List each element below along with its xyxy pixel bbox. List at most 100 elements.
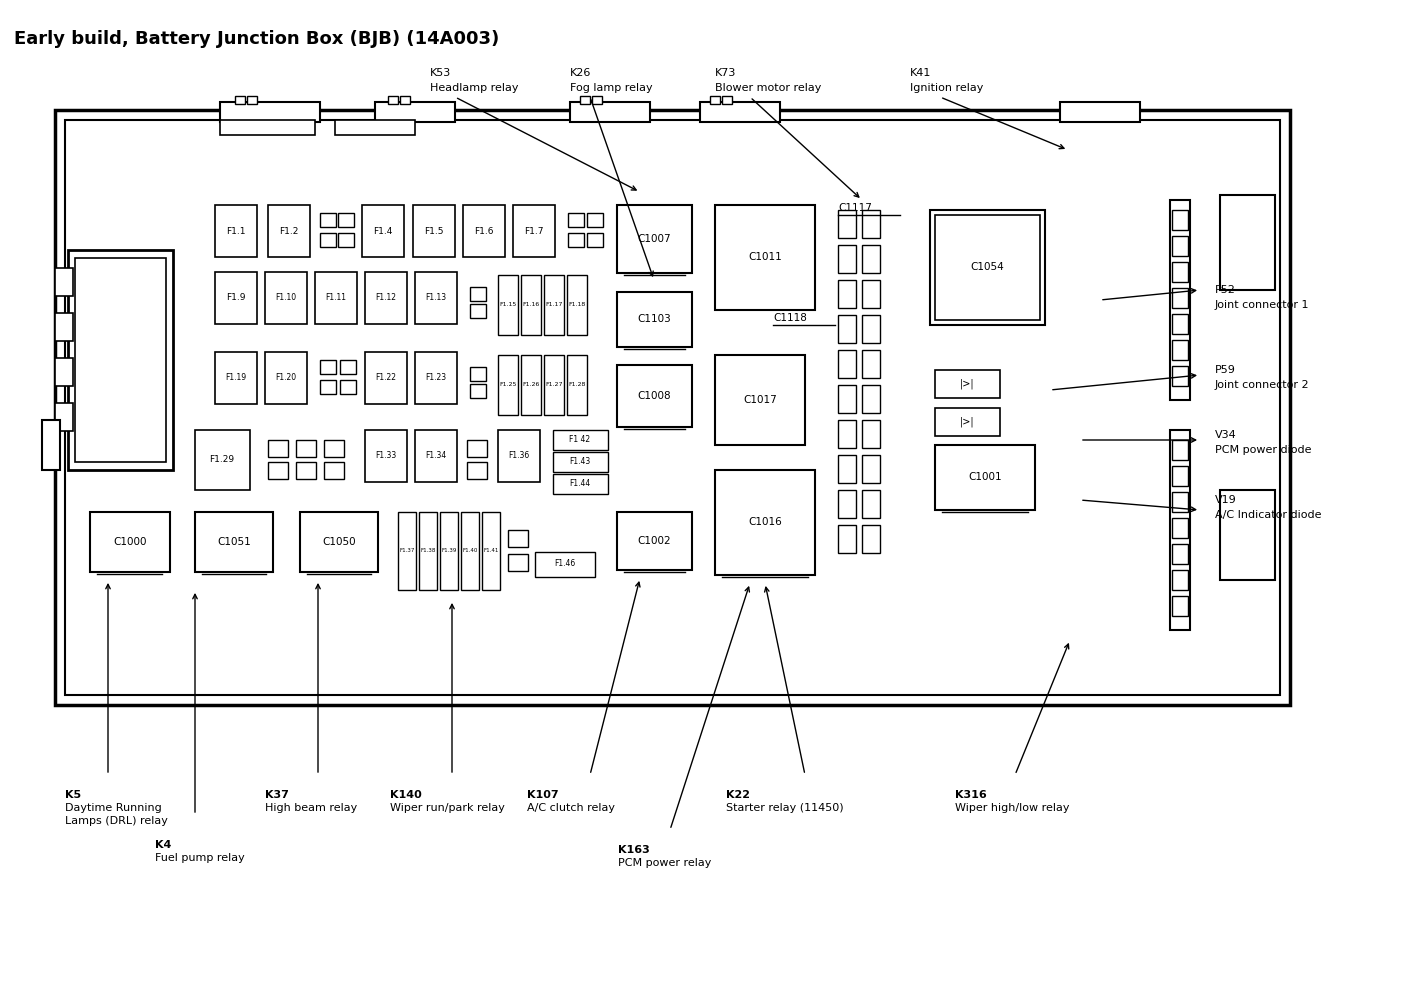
Bar <box>1171 466 1188 486</box>
Bar <box>838 420 856 448</box>
Text: F1.33: F1.33 <box>376 451 397 460</box>
Bar <box>935 445 1035 510</box>
Text: F1.41: F1.41 <box>483 549 498 554</box>
Bar <box>862 420 880 448</box>
Text: F1.25: F1.25 <box>500 383 517 388</box>
Text: Starter relay (11450): Starter relay (11450) <box>727 803 843 813</box>
Bar <box>470 367 486 381</box>
Bar <box>1171 262 1188 282</box>
Bar <box>838 525 856 553</box>
Text: C1117: C1117 <box>838 203 872 213</box>
Bar <box>68 250 173 470</box>
Text: K53: K53 <box>429 68 451 78</box>
Text: |>|: |>| <box>960 417 974 428</box>
Bar <box>1171 518 1188 538</box>
Text: C1007: C1007 <box>638 234 670 244</box>
Bar <box>1219 195 1276 290</box>
Bar <box>42 420 61 470</box>
Bar <box>215 352 258 404</box>
Bar <box>1171 236 1188 256</box>
Bar <box>935 408 1000 436</box>
Bar <box>320 233 337 247</box>
Bar <box>617 365 691 427</box>
Bar <box>320 380 337 394</box>
Bar <box>389 96 398 104</box>
Text: V19: V19 <box>1215 495 1236 505</box>
Bar <box>324 440 344 457</box>
Bar <box>567 355 587 415</box>
Bar <box>715 355 805 445</box>
Bar <box>553 430 608 450</box>
Bar <box>508 530 528 547</box>
Text: K41: K41 <box>910 68 931 78</box>
Bar <box>482 512 500 590</box>
Text: F1.40: F1.40 <box>462 549 477 554</box>
Bar <box>215 272 258 324</box>
Text: F1.15: F1.15 <box>500 303 517 308</box>
Text: F1.18: F1.18 <box>569 303 586 308</box>
Bar <box>591 96 603 104</box>
Text: F1.36: F1.36 <box>508 451 529 460</box>
Text: P52: P52 <box>1215 285 1236 295</box>
Bar <box>296 440 315 457</box>
Bar <box>220 102 320 122</box>
Text: F1.13: F1.13 <box>425 294 446 303</box>
Bar <box>838 385 856 413</box>
Bar <box>838 245 856 273</box>
Text: C1011: C1011 <box>748 252 781 262</box>
Text: Headlamp relay: Headlamp relay <box>429 83 518 93</box>
Bar <box>467 462 487 479</box>
Bar <box>339 360 356 374</box>
Text: Lamps (DRL) relay: Lamps (DRL) relay <box>65 816 168 826</box>
Bar <box>1219 490 1276 580</box>
Bar <box>75 258 166 462</box>
Text: F1.6: F1.6 <box>474 226 494 235</box>
Bar <box>862 385 880 413</box>
Text: K316: K316 <box>955 790 987 800</box>
Bar <box>1171 596 1188 616</box>
Bar <box>715 470 815 575</box>
Bar <box>838 210 856 238</box>
Text: F1.22: F1.22 <box>376 374 397 383</box>
Text: F1.9: F1.9 <box>227 294 246 303</box>
Text: F1.2: F1.2 <box>279 226 298 235</box>
Bar <box>862 525 880 553</box>
Bar <box>543 275 565 335</box>
Text: F1.28: F1.28 <box>569 383 586 388</box>
Bar <box>498 355 518 415</box>
Bar <box>296 462 315 479</box>
Bar <box>1170 200 1190 400</box>
Text: C1017: C1017 <box>743 395 777 405</box>
Bar <box>587 213 603 227</box>
Bar <box>862 455 880 483</box>
Bar <box>535 552 596 577</box>
Text: A/C clutch relay: A/C clutch relay <box>527 803 615 813</box>
Text: F1.4: F1.4 <box>373 226 393 235</box>
Bar <box>90 512 170 572</box>
Bar <box>838 315 856 343</box>
Text: C1008: C1008 <box>638 391 670 401</box>
Text: C1001: C1001 <box>969 472 1002 482</box>
Bar <box>935 215 1041 320</box>
Text: C1002: C1002 <box>638 536 670 546</box>
Bar <box>470 287 486 301</box>
Bar <box>320 360 337 374</box>
Text: Early build, Battery Junction Box (BJB) (14A003): Early build, Battery Junction Box (BJB) … <box>14 30 500 48</box>
Bar <box>215 205 258 257</box>
Bar <box>521 355 541 415</box>
Text: K37: K37 <box>265 790 289 800</box>
Text: Joint connector 1: Joint connector 1 <box>1215 300 1309 310</box>
Bar <box>935 370 1000 398</box>
Bar <box>365 430 407 482</box>
Bar <box>862 245 880 273</box>
Text: F1.19: F1.19 <box>225 374 246 383</box>
Bar <box>521 275 541 335</box>
Text: Wiper high/low relay: Wiper high/low relay <box>955 803 1070 813</box>
Bar <box>467 440 487 457</box>
Bar <box>398 512 415 590</box>
Bar <box>375 102 455 122</box>
Text: F1.29: F1.29 <box>210 455 235 464</box>
Text: K26: K26 <box>570 68 591 78</box>
Text: F1.26: F1.26 <box>522 383 539 388</box>
Bar <box>580 96 590 104</box>
